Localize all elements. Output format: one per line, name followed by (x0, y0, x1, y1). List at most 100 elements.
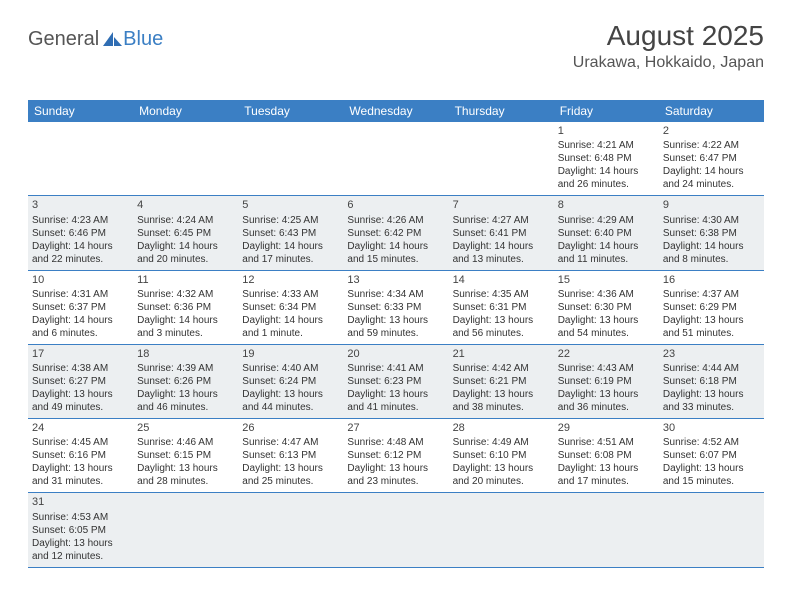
daylight-line: Daylight: 13 hours and 54 minutes. (558, 314, 655, 340)
day-cell (343, 122, 448, 195)
sunset-line: Sunset: 6:21 PM (453, 375, 550, 388)
sunrise-line: Sunrise: 4:53 AM (32, 511, 129, 524)
sunset-line: Sunset: 6:27 PM (32, 375, 129, 388)
month-title: August 2025 (573, 20, 764, 52)
daylight-line: Daylight: 13 hours and 31 minutes. (32, 462, 129, 488)
day-cell: 2Sunrise: 4:22 AMSunset: 6:47 PMDaylight… (659, 122, 764, 195)
day-cell: 13Sunrise: 4:34 AMSunset: 6:33 PMDayligh… (343, 271, 448, 344)
day-number: 1 (558, 124, 655, 138)
day-number: 31 (32, 495, 129, 509)
sunrise-line: Sunrise: 4:30 AM (663, 214, 760, 227)
day-number: 12 (242, 273, 339, 287)
sunrise-line: Sunrise: 4:39 AM (137, 362, 234, 375)
daylight-line: Daylight: 14 hours and 1 minute. (242, 314, 339, 340)
sunset-line: Sunset: 6:30 PM (558, 301, 655, 314)
sunset-line: Sunset: 6:18 PM (663, 375, 760, 388)
sunrise-line: Sunrise: 4:52 AM (663, 436, 760, 449)
day-cell: 14Sunrise: 4:35 AMSunset: 6:31 PMDayligh… (449, 271, 554, 344)
sunrise-line: Sunrise: 4:44 AM (663, 362, 760, 375)
day-number: 26 (242, 421, 339, 435)
sunset-line: Sunset: 6:38 PM (663, 227, 760, 240)
day-header-row: SundayMondayTuesdayWednesdayThursdayFrid… (28, 100, 764, 122)
day-cell: 18Sunrise: 4:39 AMSunset: 6:26 PMDayligh… (133, 345, 238, 418)
sunset-line: Sunset: 6:23 PM (347, 375, 444, 388)
day-cell: 16Sunrise: 4:37 AMSunset: 6:29 PMDayligh… (659, 271, 764, 344)
day-cell (28, 122, 133, 195)
day-number: 4 (137, 198, 234, 212)
daylight-line: Daylight: 13 hours and 33 minutes. (663, 388, 760, 414)
week-row: 17Sunrise: 4:38 AMSunset: 6:27 PMDayligh… (28, 345, 764, 419)
day-cell: 30Sunrise: 4:52 AMSunset: 6:07 PMDayligh… (659, 419, 764, 492)
day-cell (449, 493, 554, 566)
daylight-line: Daylight: 14 hours and 3 minutes. (137, 314, 234, 340)
day-cell (133, 493, 238, 566)
day-cell: 10Sunrise: 4:31 AMSunset: 6:37 PMDayligh… (28, 271, 133, 344)
sunset-line: Sunset: 6:41 PM (453, 227, 550, 240)
day-cell: 8Sunrise: 4:29 AMSunset: 6:40 PMDaylight… (554, 196, 659, 269)
day-cell (238, 493, 343, 566)
day-number: 27 (347, 421, 444, 435)
sunset-line: Sunset: 6:12 PM (347, 449, 444, 462)
day-header: Wednesday (343, 100, 448, 122)
sunset-line: Sunset: 6:48 PM (558, 152, 655, 165)
day-cell: 24Sunrise: 4:45 AMSunset: 6:16 PMDayligh… (28, 419, 133, 492)
sunset-line: Sunset: 6:46 PM (32, 227, 129, 240)
day-number: 10 (32, 273, 129, 287)
brand-logo: General Blue (28, 28, 163, 51)
daylight-line: Daylight: 14 hours and 22 minutes. (32, 240, 129, 266)
daylight-line: Daylight: 13 hours and 38 minutes. (453, 388, 550, 414)
sunset-line: Sunset: 6:31 PM (453, 301, 550, 314)
day-number: 25 (137, 421, 234, 435)
sunset-line: Sunset: 6:34 PM (242, 301, 339, 314)
daylight-line: Daylight: 14 hours and 11 minutes. (558, 240, 655, 266)
location-label: Urakawa, Hokkaido, Japan (573, 54, 764, 72)
day-number: 2 (663, 124, 760, 138)
sunrise-line: Sunrise: 4:27 AM (453, 214, 550, 227)
day-number: 14 (453, 273, 550, 287)
sunrise-line: Sunrise: 4:47 AM (242, 436, 339, 449)
sunset-line: Sunset: 6:07 PM (663, 449, 760, 462)
day-cell: 28Sunrise: 4:49 AMSunset: 6:10 PMDayligh… (449, 419, 554, 492)
day-cell: 22Sunrise: 4:43 AMSunset: 6:19 PMDayligh… (554, 345, 659, 418)
daylight-line: Daylight: 14 hours and 20 minutes. (137, 240, 234, 266)
sunrise-line: Sunrise: 4:38 AM (32, 362, 129, 375)
daylight-line: Daylight: 13 hours and 56 minutes. (453, 314, 550, 340)
day-number: 8 (558, 198, 655, 212)
day-cell: 15Sunrise: 4:36 AMSunset: 6:30 PMDayligh… (554, 271, 659, 344)
sunset-line: Sunset: 6:08 PM (558, 449, 655, 462)
sunrise-line: Sunrise: 4:45 AM (32, 436, 129, 449)
weeks-container: 1Sunrise: 4:21 AMSunset: 6:48 PMDaylight… (28, 122, 764, 568)
day-number: 3 (32, 198, 129, 212)
day-cell: 5Sunrise: 4:25 AMSunset: 6:43 PMDaylight… (238, 196, 343, 269)
daylight-line: Daylight: 13 hours and 20 minutes. (453, 462, 550, 488)
sunrise-line: Sunrise: 4:43 AM (558, 362, 655, 375)
brand-part2: Blue (123, 28, 163, 51)
week-row: 10Sunrise: 4:31 AMSunset: 6:37 PMDayligh… (28, 271, 764, 345)
sunrise-line: Sunrise: 4:26 AM (347, 214, 444, 227)
day-header: Sunday (28, 100, 133, 122)
week-row: 31Sunrise: 4:53 AMSunset: 6:05 PMDayligh… (28, 493, 764, 567)
day-number: 29 (558, 421, 655, 435)
day-cell: 20Sunrise: 4:41 AMSunset: 6:23 PMDayligh… (343, 345, 448, 418)
sunrise-line: Sunrise: 4:41 AM (347, 362, 444, 375)
daylight-line: Daylight: 13 hours and 12 minutes. (32, 537, 129, 563)
sunrise-line: Sunrise: 4:24 AM (137, 214, 234, 227)
week-row: 1Sunrise: 4:21 AMSunset: 6:48 PMDaylight… (28, 122, 764, 196)
daylight-line: Daylight: 13 hours and 25 minutes. (242, 462, 339, 488)
day-cell (554, 493, 659, 566)
day-number: 22 (558, 347, 655, 361)
sunrise-line: Sunrise: 4:25 AM (242, 214, 339, 227)
day-number: 23 (663, 347, 760, 361)
day-number: 6 (347, 198, 444, 212)
calendar-grid: SundayMondayTuesdayWednesdayThursdayFrid… (28, 100, 764, 568)
day-cell: 6Sunrise: 4:26 AMSunset: 6:42 PMDaylight… (343, 196, 448, 269)
sunrise-line: Sunrise: 4:33 AM (242, 288, 339, 301)
day-cell (449, 122, 554, 195)
sunset-line: Sunset: 6:42 PM (347, 227, 444, 240)
day-number: 21 (453, 347, 550, 361)
day-number: 28 (453, 421, 550, 435)
sunset-line: Sunset: 6:36 PM (137, 301, 234, 314)
day-number: 18 (137, 347, 234, 361)
day-number: 13 (347, 273, 444, 287)
sunrise-line: Sunrise: 4:22 AM (663, 139, 760, 152)
